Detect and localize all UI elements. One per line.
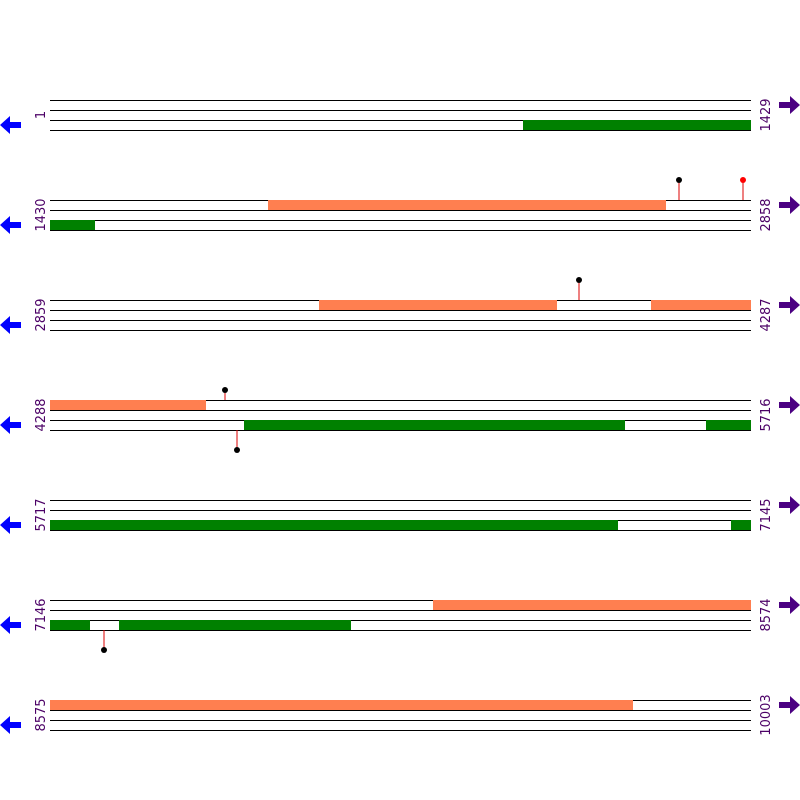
right-arrow: [779, 96, 800, 114]
row: 5717 7145: [0, 496, 800, 534]
feature-green: [50, 620, 90, 630]
feature-orange: [651, 300, 751, 310]
right-arrow: [779, 296, 800, 314]
feature-green: [244, 420, 625, 430]
right-arrow: [779, 696, 800, 714]
right-arrow: [779, 496, 800, 514]
feature-orange: [268, 200, 666, 210]
start-position: 1: [34, 111, 49, 119]
feature-orange: [433, 600, 751, 610]
left-arrow: [0, 616, 21, 634]
row: 8575 10003: [0, 694, 800, 736]
site-dot: [222, 387, 228, 393]
end-position: 8574: [759, 598, 774, 631]
left-arrow: [0, 516, 21, 534]
row: 1 1429: [0, 96, 800, 134]
left-arrow: [0, 116, 21, 134]
end-position: 1429: [759, 98, 774, 131]
row: 2859 4287: [0, 296, 800, 334]
site-dot: [676, 177, 682, 183]
start-position: 5717: [34, 498, 49, 531]
site-dot: [234, 447, 240, 453]
feature-green: [731, 520, 751, 530]
right-arrow: [779, 596, 800, 614]
site-dot: [576, 277, 582, 283]
left-arrow: [0, 216, 21, 234]
feature-green: [50, 220, 95, 230]
start-position: 2859: [34, 298, 49, 331]
start-position: 1430: [34, 198, 49, 231]
left-arrow: [0, 316, 21, 334]
end-position: 5716: [759, 398, 774, 431]
start-position: 7146: [34, 598, 49, 631]
right-arrow: [779, 396, 800, 414]
rows: 1 1429 1430 2858 2859 4287 4288 5716 5717 7145 714…: [0, 96, 800, 736]
left-arrow: [0, 416, 21, 434]
feature-green: [50, 520, 618, 530]
feature-green: [523, 120, 751, 130]
feature-orange: [50, 400, 206, 410]
end-position: 10003: [759, 694, 774, 735]
left-arrow: [0, 716, 21, 734]
end-position: 2858: [759, 198, 774, 231]
feature-orange: [50, 700, 633, 710]
site-dot: [740, 177, 746, 183]
start-position: 8575: [34, 698, 49, 731]
start-position: 4288: [34, 398, 49, 431]
feature-orange: [319, 300, 557, 310]
feature-green: [706, 420, 751, 430]
end-position: 7145: [759, 498, 774, 531]
right-arrow: [779, 196, 800, 214]
site-dot: [101, 647, 107, 653]
end-position: 4287: [759, 298, 774, 331]
features: [50, 120, 751, 710]
feature-green: [119, 620, 351, 630]
